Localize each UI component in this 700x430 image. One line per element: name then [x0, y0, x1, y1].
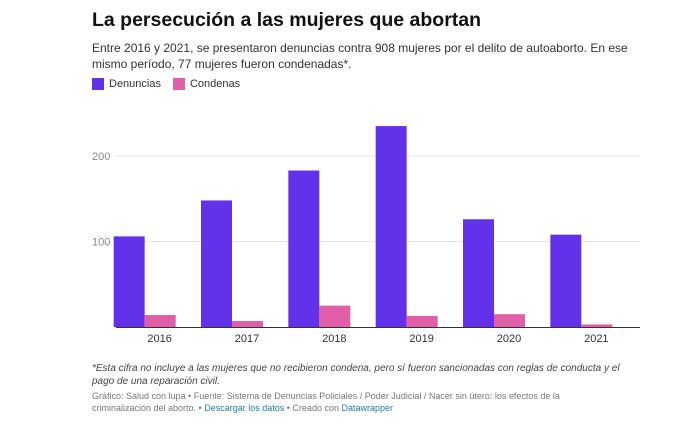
- legend-item-denuncias: Denuncias: [92, 78, 161, 90]
- bar-denuncias-2017: [201, 200, 232, 327]
- legend-label-condenas: Condenas: [189, 78, 241, 90]
- x-tick-label-2020: 2020: [497, 333, 521, 345]
- x-tick-label-2021: 2021: [584, 333, 608, 345]
- download-data-link[interactable]: Descargar los datos: [204, 403, 285, 413]
- x-tick-label-2016: 2016: [147, 333, 171, 345]
- legend-label-denuncias: Denuncias: [109, 78, 161, 90]
- bar-denuncias-2018: [288, 170, 320, 327]
- legend-swatch-denuncias: [92, 78, 104, 90]
- y-tick-label-100: 100: [92, 237, 110, 249]
- datawrapper-link[interactable]: Datawrapper: [341, 403, 394, 413]
- bar-condenas-2017: [232, 321, 263, 327]
- bar-condenas-2016: [144, 315, 176, 327]
- legend-swatch-condenas: [172, 78, 185, 90]
- bar-denuncias-2020: [463, 219, 494, 327]
- y-tick-label-200: 200: [92, 151, 110, 163]
- bar-condenas-2018: [319, 305, 351, 327]
- credits: Gráfico: Salud con lupa • Fuente: Sistem…: [92, 390, 612, 414]
- legend: Denuncias Condenas: [92, 78, 240, 90]
- created-with-text: • Creado con: [286, 403, 339, 413]
- chart-subtitle: Entre 2016 y 2021, se presentaron denunc…: [92, 41, 628, 71]
- bar-denuncias-2016: [113, 236, 145, 327]
- bar-condenas-2019: [406, 315, 438, 327]
- bar-condenas-2020: [494, 314, 525, 327]
- credit-text: Gráfico: Salud con lupa • Fuente: Sistem…: [92, 391, 560, 413]
- bar-denuncias-2019: [375, 126, 407, 327]
- bar-denuncias-2021: [550, 234, 582, 327]
- footnote: *Esta cifra no incluye a las mujeres que…: [92, 363, 620, 387]
- x-tick-label-2019: 2019: [409, 333, 433, 345]
- legend-item-condenas: Condenas: [172, 78, 241, 90]
- x-tick-label-2017: 2017: [235, 333, 259, 345]
- chart-title: La persecución a las mujeres que abortan: [92, 9, 482, 31]
- x-tick-label-2018: 2018: [322, 333, 346, 345]
- bar-condenas-2021: [581, 324, 613, 327]
